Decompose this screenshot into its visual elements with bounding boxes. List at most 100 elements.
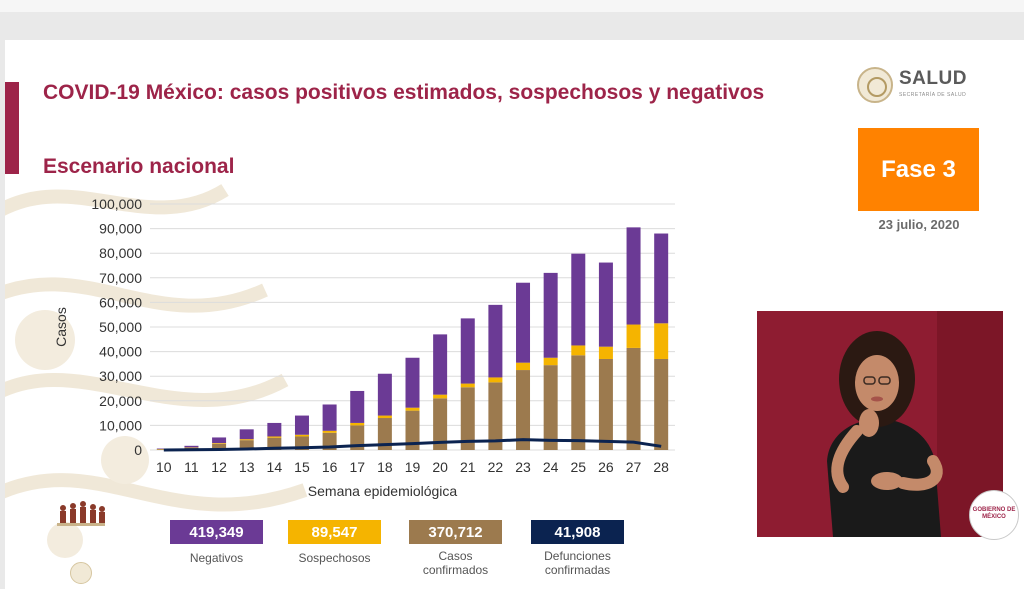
bar-sospechosos (350, 422, 365, 426)
x-tick-label: 23 (515, 459, 531, 475)
y-tick-label: 70,000 (99, 270, 142, 286)
bar-sospechosos (377, 415, 392, 419)
y-tick-label: 0 (134, 442, 142, 458)
salud-logo: SALUD SECRETARÍA DE SALUD (857, 66, 987, 106)
x-tick-label: 10 (156, 459, 172, 475)
bar-negativos (543, 272, 558, 358)
bar-sospechosos (433, 394, 448, 399)
bar-confirmados (516, 370, 531, 450)
line-defunciones (163, 438, 662, 452)
gobierno-mexico-logo: GOBIERNO DE MÉXICO (969, 490, 1019, 540)
legend-defunciones: 41,908 (531, 520, 624, 544)
bar-negativos (488, 304, 503, 378)
bar-negativos (516, 282, 531, 363)
decorative-background-pattern (5, 183, 308, 558)
y-tick-label: 40,000 (99, 344, 142, 360)
bar-negativos (460, 318, 475, 384)
x-tick-label: 25 (571, 459, 587, 475)
legend-confirmados-label: Casos confirmados (422, 549, 489, 577)
x-tick-label: 15 (294, 459, 310, 475)
x-tick-label: 22 (488, 459, 504, 475)
bar-confirmados (405, 410, 420, 450)
bar-confirmados (598, 358, 613, 450)
x-axis-label: Semana epidemiológica (308, 483, 458, 499)
y-tick-label: 100,000 (91, 196, 142, 212)
people-illustration-icon (55, 498, 107, 528)
interpreter-figure-icon (757, 311, 1003, 537)
x-tick-label: 26 (598, 459, 614, 475)
x-tick-label: 19 (405, 459, 421, 475)
bar-negativos (212, 437, 227, 444)
bar-sospechosos (294, 434, 309, 437)
x-tick-label: 18 (377, 459, 393, 475)
bar-confirmados (571, 355, 586, 450)
bar-confirmados (377, 418, 392, 450)
bar-sospechosos (626, 324, 641, 348)
y-tick-label: 50,000 (99, 319, 142, 335)
sign-language-interpreter-video (757, 311, 1003, 537)
bar-sospechosos (598, 346, 613, 359)
y-axis-label: Casos (53, 307, 69, 347)
bar-confirmados (350, 425, 365, 450)
bar-sospechosos (239, 439, 254, 441)
x-tick-label: 12 (211, 459, 227, 475)
bar-confirmados (433, 398, 448, 450)
bar-negativos (377, 373, 392, 416)
bar-negativos (571, 253, 586, 346)
bar-confirmados (488, 382, 503, 450)
x-tick-label: 17 (349, 459, 365, 475)
bar-confirmados (239, 440, 254, 450)
y-tick-label: 30,000 (99, 368, 142, 384)
x-tick-label: 24 (543, 459, 559, 475)
bar-sospechosos (322, 430, 337, 433)
bar-negativos (184, 445, 199, 448)
x-tick-label: 28 (653, 459, 669, 475)
legend-confirmados: 370,712 (409, 520, 502, 544)
bar-negativos (433, 334, 448, 395)
seal-icon (70, 562, 92, 584)
bar-sospechosos (267, 436, 282, 438)
bar-negativos (350, 390, 365, 423)
bar-sospechosos (571, 345, 586, 356)
logo-sub: SECRETARÍA DE SALUD (899, 92, 967, 98)
bar-negativos (294, 415, 309, 435)
legend-negativos-label: Negativos (189, 551, 244, 565)
bar-sospechosos (212, 443, 227, 444)
mini-logo-text: GOBIERNO DE MÉXICO (972, 507, 1016, 520)
bar-negativos (626, 227, 641, 325)
bar-negativos (598, 262, 613, 347)
legend-sospechosos: 89,547 (288, 520, 381, 544)
x-tick-label: 13 (239, 459, 255, 475)
bar-sospechosos (543, 357, 558, 366)
bar-sospechosos (460, 383, 475, 388)
page-subtitle: Escenario nacional (43, 155, 235, 178)
bar-negativos (267, 422, 282, 437)
browser-top-strip (0, 0, 1024, 12)
y-tick-label: 90,000 (99, 221, 142, 237)
y-tick-label: 10,000 (99, 417, 142, 433)
x-tick-label: 11 (184, 459, 199, 475)
y-tick-label: 80,000 (99, 245, 142, 261)
bar-confirmados (460, 387, 475, 450)
logo-name: SALUD (899, 68, 967, 89)
bar-sospechosos (516, 362, 531, 371)
bar-negativos (654, 233, 669, 324)
legend-defunciones-label: Defunciones confirmadas (544, 549, 611, 577)
x-tick-label: 14 (267, 459, 283, 475)
legend-negativos: 419,349 (170, 520, 263, 544)
mexico-seal-icon (857, 67, 893, 103)
bar-sospechosos (405, 407, 420, 411)
title-accent-bar (5, 82, 19, 174)
y-tick-label: 60,000 (99, 294, 142, 310)
bar-confirmados (654, 358, 669, 450)
bar-negativos (322, 404, 337, 431)
bar-negativos (239, 429, 254, 440)
page-title: COVID-19 México: casos positivos estimad… (43, 81, 765, 104)
x-tick-label: 21 (460, 459, 476, 475)
bar-sospechosos (488, 377, 503, 383)
x-tick-label: 20 (432, 459, 448, 475)
bar-sospechosos (654, 323, 669, 359)
x-tick-label: 16 (322, 459, 338, 475)
legend-sospechosos-label: Sospechosos (298, 551, 371, 565)
report-date: 23 julio, 2020 (878, 217, 960, 232)
